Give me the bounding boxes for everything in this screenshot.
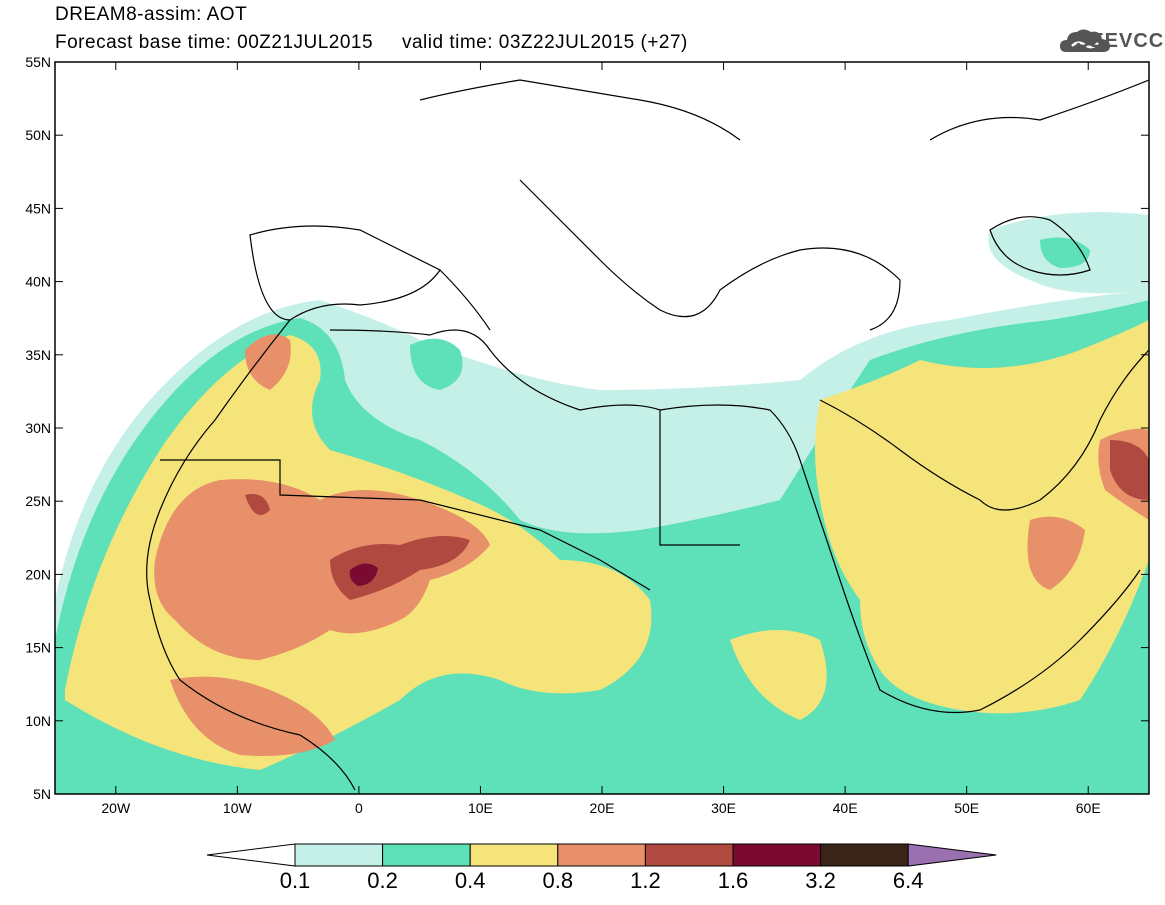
- lon-tick-label: 30E: [711, 800, 736, 816]
- lon-tick-label: 10E: [468, 800, 493, 816]
- colorbar-label: 0.8: [543, 868, 574, 893]
- lat-tick-label: 10N: [25, 713, 51, 729]
- cloud-icon: [1060, 29, 1110, 52]
- base-time-label: Forecast base time:: [55, 32, 232, 53]
- colorbar-segment: [294, 843, 384, 867]
- lat-tick-label: 5N: [33, 786, 51, 802]
- aot-band-1.2-b: [245, 494, 270, 515]
- colorbar-label: 1.2: [630, 868, 661, 893]
- lon-tick-label: 60E: [1076, 800, 1101, 816]
- logo-text: SEEVCCC: [1076, 30, 1165, 52]
- lon-tick-label: 50E: [954, 800, 979, 816]
- colorbar-segment: [469, 843, 559, 867]
- coastlines: [146, 79, 1149, 791]
- colorbar-segment: [557, 843, 646, 867]
- colorbar-segment: [382, 843, 471, 867]
- lon-tick-label: 0: [355, 800, 363, 816]
- aot-field: [55, 212, 1149, 794]
- colorbar-under-triangle: [206, 843, 296, 867]
- colorbar-label: 6.4: [893, 868, 924, 893]
- lat-tick-label: 35N: [25, 347, 51, 363]
- colorbar-over-triangle: [907, 843, 997, 867]
- colorbar-label: 0.2: [367, 868, 398, 893]
- aot-band-0.4-central: [730, 630, 827, 720]
- aot-band-0.8-west: [154, 479, 490, 660]
- lon-tick-label: 20E: [590, 800, 615, 816]
- time-info: Forecast base time: 00Z21JUL2015 valid t…: [55, 32, 688, 54]
- chart-title: DREAM8-assim: AOT: [55, 4, 248, 25]
- lat-tick-label: 50N: [25, 127, 51, 143]
- aot-band-0.8-east: [1027, 516, 1085, 590]
- lat-tick-label: 45N: [25, 200, 51, 216]
- lon-tick-label: 40E: [833, 800, 858, 816]
- aot-band-0.8-north: [245, 334, 291, 390]
- base-time: 00Z21JUL2015: [237, 32, 374, 53]
- lat-tick-label: 20N: [25, 566, 51, 582]
- valid-time-label: valid time:: [401, 32, 493, 53]
- valid-time: 03Z22JUL2015 (+27): [498, 32, 688, 53]
- lat-tick-label: 25N: [25, 493, 51, 509]
- aot-band-1.2-c: [1110, 440, 1149, 500]
- axis-ticks: 55N 50N 45N 40N 35N 30N 25N 20N 15N 10N 5N 20W 10W 0 1…: [25, 54, 1149, 816]
- colorbar-segment: [732, 843, 822, 867]
- lat-tick-label: 40N: [25, 274, 51, 290]
- colorbar-label: 0.4: [455, 868, 486, 893]
- aot-band-1.6: [349, 563, 378, 586]
- lon-tick-label: 10W: [223, 800, 253, 816]
- colorbar-label: 0.1: [280, 868, 311, 893]
- colorbar-segment: [644, 843, 734, 867]
- colorbar-label: 1.6: [718, 868, 749, 893]
- lat-tick-label: 30N: [25, 420, 51, 436]
- lat-tick-label: 55N: [25, 54, 51, 70]
- aot-band-0.2-north: [410, 338, 463, 390]
- lat-tick-label: 15N: [25, 640, 51, 656]
- colorbar-segment: [820, 843, 909, 867]
- aot-band-0.4-east: [815, 320, 1149, 714]
- colorbar: 0.1 0.2 0.4 0.8 1.2 1.6 3.2 6.4: [206, 843, 997, 893]
- aot-band-0.8-coast: [170, 676, 335, 756]
- colorbar-label: 3.2: [805, 868, 836, 893]
- lon-tick-label: 20W: [101, 800, 131, 816]
